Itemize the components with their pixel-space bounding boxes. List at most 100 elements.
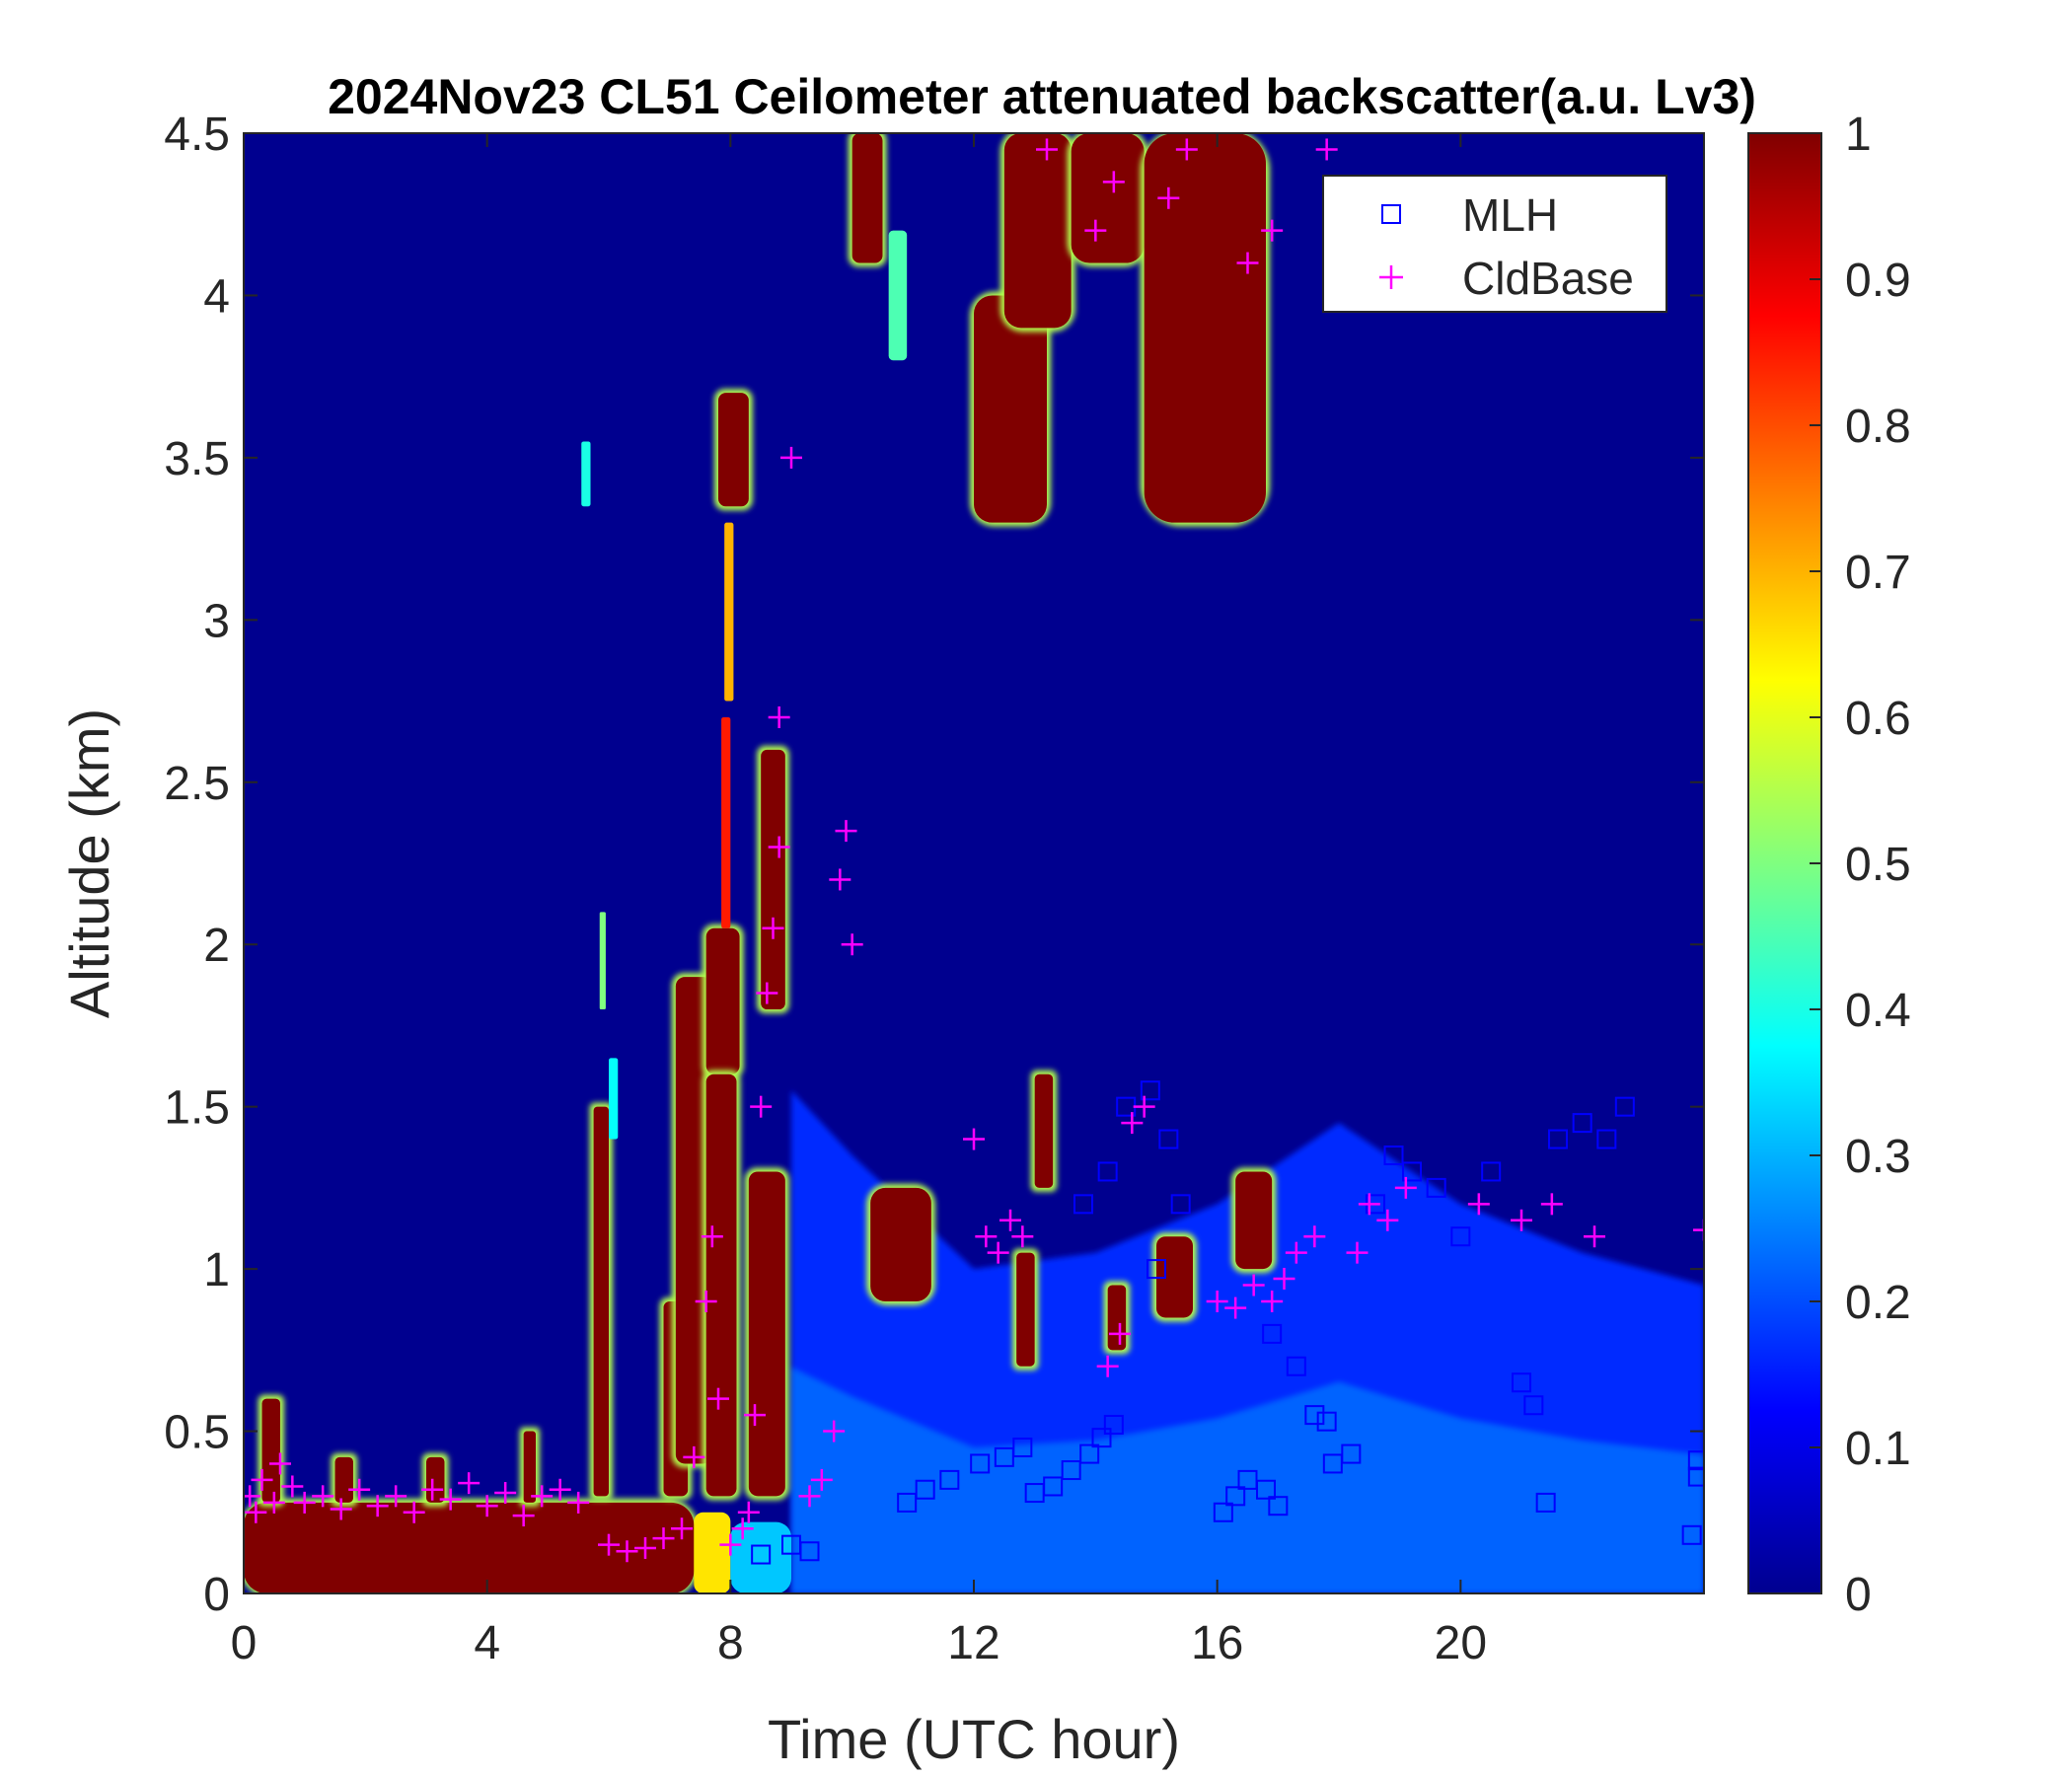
cldbase-point — [695, 1291, 717, 1312]
colorbar-tick-label: 0.4 — [1845, 985, 1911, 1037]
mlh-point — [1450, 1226, 1471, 1247]
cldbase-point — [403, 1501, 425, 1523]
heatmap-cell — [1003, 133, 1072, 329]
x-tick-label: 12 — [947, 1617, 999, 1669]
cldbase-point — [330, 1498, 352, 1520]
heatmap-cell — [888, 230, 908, 361]
mlh-point — [1481, 1161, 1502, 1182]
cldbase-point — [598, 1533, 620, 1556]
y-axis: 0 0.5 1 1.5 2 2.5 3 3.5 4 4.5 — [164, 109, 1704, 1621]
heatmap-cell — [1156, 1236, 1193, 1318]
mlh-point — [1043, 1476, 1064, 1497]
cldbase-point — [1096, 1355, 1119, 1377]
cldbase-point — [701, 1225, 723, 1248]
cldbase-point — [829, 868, 851, 891]
mlh-point — [1681, 1524, 1702, 1545]
y-axis-label: Altitude (km) — [58, 708, 120, 1018]
colorbar-tick-label: 1 — [1845, 109, 1872, 161]
colorbar-tick-label: 0.1 — [1845, 1423, 1911, 1475]
cldbase-point — [293, 1491, 316, 1514]
cldbase-point — [244, 1485, 261, 1508]
x-tick-label: 0 — [231, 1617, 258, 1669]
mlh-point — [1548, 1129, 1568, 1149]
cldbase-point — [549, 1478, 571, 1501]
mlh-point — [1687, 1466, 1704, 1487]
y-tick-label: 3 — [203, 595, 230, 647]
cldbase-point — [1273, 1267, 1295, 1290]
cldbase-point — [1011, 1225, 1034, 1248]
cldbase-point — [1236, 252, 1259, 274]
cldbase-point — [999, 1209, 1021, 1231]
mlh-point — [1061, 1460, 1081, 1481]
mlh-point — [1147, 1259, 1166, 1280]
cldbase-point — [756, 982, 778, 1004]
cldbase-point — [835, 820, 857, 843]
cldbase-point — [1206, 1291, 1228, 1312]
mlh-point — [1091, 1428, 1112, 1448]
cldbase-point — [1036, 138, 1058, 161]
cldbase-point — [823, 1420, 846, 1443]
cldbase-point — [798, 1485, 821, 1508]
mlh-point — [1523, 1395, 1544, 1416]
heatmap-cell — [1235, 1171, 1273, 1270]
cldbase-point — [1084, 219, 1107, 242]
heatmap-cell — [694, 1512, 731, 1593]
mlh-point — [1268, 1496, 1289, 1517]
y-tick-label: 1.5 — [164, 1082, 230, 1135]
heatmap-cell — [244, 1502, 695, 1593]
cldbase-point — [616, 1540, 638, 1563]
cldbase-point — [963, 1128, 985, 1150]
x-tick-label: 8 — [717, 1617, 744, 1669]
cldbase-point — [1346, 1241, 1369, 1264]
heatmap-cell — [581, 441, 591, 507]
plot-area — [243, 132, 1705, 1594]
mlh-point — [970, 1453, 991, 1474]
cldbase-point — [768, 706, 790, 728]
cldbase-point — [476, 1495, 498, 1517]
heatmap-cell — [748, 1171, 785, 1497]
mlh-point — [1012, 1438, 1033, 1457]
mlh-point — [1073, 1194, 1093, 1215]
marker-layer — [244, 138, 1704, 1565]
mlh-point — [751, 1544, 772, 1565]
heatmap-cell — [870, 1187, 931, 1301]
colorbar-tick-label: 0.2 — [1845, 1277, 1911, 1329]
cldbase-point — [1376, 1209, 1399, 1231]
cldbase-point — [841, 933, 863, 956]
mlh-point — [1341, 1443, 1362, 1464]
cldbase-point — [1315, 138, 1338, 161]
heatmap-cell — [609, 1058, 619, 1140]
heatmap-cell — [851, 133, 883, 263]
mlh-point — [1262, 1323, 1283, 1344]
mlh-point — [1286, 1356, 1306, 1376]
heatmap-cell — [1034, 1073, 1054, 1188]
legend-marker-cldbase — [1379, 265, 1403, 289]
cldbase-point — [744, 1404, 766, 1427]
cldbase-point — [567, 1491, 590, 1514]
mlh-point — [1316, 1411, 1337, 1432]
mlh-point — [939, 1469, 960, 1490]
heatmap-cell — [261, 1398, 280, 1503]
cldbase-point — [421, 1478, 444, 1501]
colorbar-tick-label: 0.8 — [1845, 401, 1911, 453]
y-tick-label: 4 — [203, 270, 230, 323]
cldbase-point — [810, 1468, 833, 1491]
mlh-point — [1596, 1129, 1617, 1149]
chart-title: 2024Nov23 CL51 Ceilometer attenuated bac… — [328, 69, 1756, 124]
cldbase-point — [987, 1241, 1009, 1264]
cldbase-point — [707, 1387, 729, 1410]
mlh-point — [799, 1541, 820, 1562]
mlh-point — [1213, 1502, 1233, 1522]
cldbase-point — [975, 1225, 998, 1248]
mlh-point — [1097, 1161, 1118, 1182]
mlh-point — [1535, 1492, 1556, 1513]
cldbase-point — [683, 1445, 705, 1468]
heatmap-cell — [599, 912, 606, 1009]
cldbase-point — [281, 1475, 304, 1498]
mlh-point — [1256, 1479, 1276, 1500]
cldbase-point — [1261, 219, 1284, 242]
heatmap-cell — [974, 295, 1047, 523]
colorbar-gradient — [1747, 132, 1822, 1594]
colorbar-tick-label: 0.6 — [1845, 693, 1911, 745]
